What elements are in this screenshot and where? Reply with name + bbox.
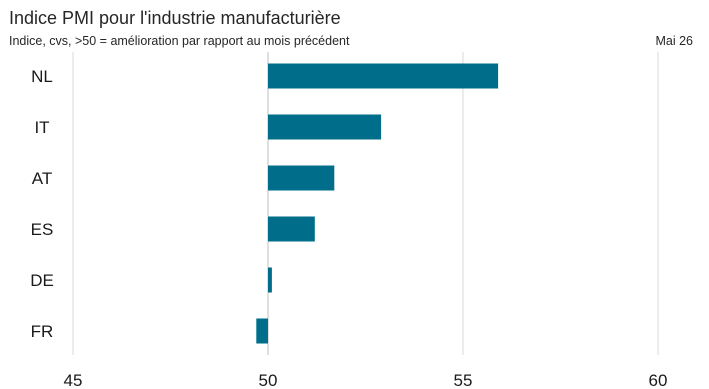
bar-it (268, 114, 382, 140)
bar-at (268, 165, 335, 191)
category-label-at: AT (32, 169, 52, 188)
gridlines (72, 52, 659, 355)
bars (256, 63, 499, 344)
chart-title: Indice PMI pour l'industrie manufacturiè… (9, 8, 341, 28)
category-label-fr: FR (31, 322, 54, 341)
category-label-de: DE (30, 271, 54, 290)
x-tick-labels: 45 50 55 60 (64, 371, 668, 389)
x-tick-label-45: 45 (64, 371, 83, 389)
bar-de (268, 267, 272, 293)
chart-subtitle: Indice, cvs, >50 = amélioration par rapp… (9, 34, 350, 48)
category-label-nl: NL (31, 67, 53, 86)
x-tick-label-60: 60 (649, 371, 668, 389)
category-label-es: ES (31, 220, 54, 239)
x-tick-label-50: 50 (259, 371, 278, 389)
category-label-it: IT (34, 118, 49, 137)
category-labels: NL IT AT ES DE FR (30, 67, 54, 341)
bar-nl (268, 63, 499, 89)
date-label: Mai 26 (655, 34, 693, 48)
x-tick-label-55: 55 (454, 371, 473, 389)
bar-fr (256, 318, 268, 344)
bar-es (268, 216, 315, 242)
